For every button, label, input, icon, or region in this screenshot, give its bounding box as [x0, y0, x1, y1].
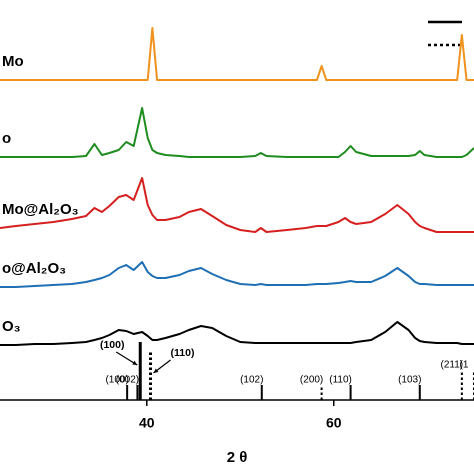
stick-label: (002) — [116, 375, 139, 386]
stick-label: (211) — [441, 360, 464, 371]
reference-label: (110) — [171, 347, 195, 359]
x-axis-label: 2 θ — [227, 449, 248, 466]
series-label: Mo — [2, 53, 24, 70]
series-line — [0, 107, 474, 158]
series-line — [0, 177, 474, 233]
arrow-head — [132, 360, 138, 365]
series-label: o — [2, 130, 11, 147]
series-label: O₃ — [2, 318, 21, 335]
x-tick-label: 60 — [326, 415, 342, 431]
series-label: Mo@Al₂O₃ — [2, 201, 79, 218]
stick-label: (200) — [300, 375, 323, 386]
series-line — [0, 321, 474, 346]
stick-label: (1 — [460, 360, 469, 371]
stick-label: (100) — [105, 375, 128, 386]
stick-label: (102) — [240, 375, 263, 386]
stick-label: (110) — [329, 375, 352, 386]
series-label: o@Al₂O₃ — [2, 260, 66, 277]
arrow-head — [153, 368, 159, 373]
series-line — [0, 261, 474, 288]
x-tick-label: 40 — [139, 415, 155, 431]
reference-label: (100) — [100, 339, 125, 351]
series-line — [0, 27, 474, 81]
stick-label: (103) — [398, 375, 421, 386]
